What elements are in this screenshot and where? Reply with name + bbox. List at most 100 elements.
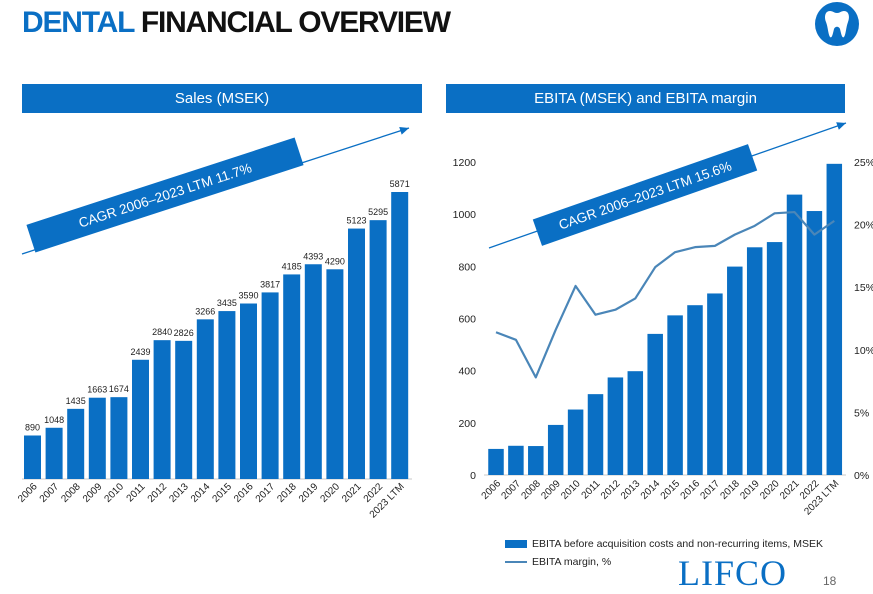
ebita-y-tick-label: 800: [458, 261, 476, 273]
sales-x-tick-label: 2015: [211, 481, 235, 505]
legend-line-swatch: [505, 561, 527, 563]
sales-data-label: 1048: [44, 415, 64, 425]
sales-bar: [391, 192, 409, 479]
ebita-x-tick-label: 2009: [539, 478, 563, 502]
sales-data-label: 4185: [282, 261, 302, 271]
sales-bar: [45, 427, 63, 479]
sales-x-tick-label: 2016: [232, 481, 256, 505]
ebita-y-tick-label: 600: [458, 314, 476, 326]
ebita-bar: [607, 377, 624, 475]
ebita-x-tick-label: 2013: [619, 478, 643, 502]
ebita-x-tick-label: 2007: [500, 478, 524, 502]
sales-data-label: 890: [25, 422, 40, 432]
ebita-bar: [627, 371, 644, 475]
ebita-x-tick-label: 2020: [758, 478, 782, 502]
ebita-bar: [567, 409, 584, 475]
sales-bar: [369, 220, 387, 479]
sales-x-tick-label: 2014: [189, 481, 213, 505]
sales-cagr-banner: CAGR 2006–2023 LTM 11.7%: [26, 137, 304, 253]
ebita-bar: [727, 266, 743, 475]
ebita-margin-line: [495, 210, 835, 379]
tooth-icon: [815, 2, 859, 46]
sales-data-label: 2439: [130, 347, 150, 357]
ebita-bar: [667, 315, 683, 475]
sales-data-label: 1674: [109, 384, 129, 394]
title-financial-overview: FINANCIAL OVERVIEW: [140, 6, 451, 39]
sales-data-label: 1663: [87, 385, 107, 395]
sales-data-label: 2840: [152, 327, 172, 337]
sales-x-tick-label: 2009: [81, 481, 105, 505]
ebita-bar: [528, 446, 544, 475]
ebita-cagr-banner-text: CAGR 2006–2023 LTM 15.6%: [557, 158, 734, 232]
ebita-x-tick-label: 2021: [778, 478, 802, 502]
ebita-bar: [547, 424, 564, 475]
sales-bar: [153, 340, 171, 479]
ebita-y-tick-label: 0: [470, 470, 476, 482]
legend-bar-label: EBITA before acquisition costs and non-r…: [532, 538, 824, 550]
ebita-x-tick-label: 2008: [519, 478, 543, 502]
ebita-y-tick-label: 200: [458, 418, 476, 430]
sales-data-label: 4290: [325, 256, 345, 266]
lifco-logo: LIFCO: [678, 553, 788, 593]
sales-cagr-banner-box: [26, 137, 304, 253]
sales-x-tick-label: 2017: [254, 481, 278, 505]
sales-bar: [196, 319, 214, 479]
ebita-bar: [806, 211, 823, 475]
ebita-bar: [647, 333, 663, 475]
sales-data-label: 2826: [174, 328, 194, 338]
sales-data-label: 3590: [238, 291, 258, 301]
ebita-bar: [707, 293, 723, 475]
ebita-bar: [826, 163, 843, 475]
ebita-x-tick-label: 2015: [659, 478, 683, 502]
ebita-x-tick-label: 2010: [559, 478, 583, 502]
sales-chart-header: Sales (MSEK): [22, 84, 422, 113]
legend-ebita-margin: EBITA margin, %: [505, 556, 611, 568]
sales-bar: [218, 311, 236, 479]
ebita-x-tick-label: 2019: [738, 478, 762, 502]
sales-x-tick-label: 2018: [275, 481, 299, 505]
ebita-x-tick-label: 2011: [580, 478, 603, 501]
ebita-y2-tick-label: 5%: [854, 407, 869, 419]
sales-data-label: 4393: [303, 251, 323, 261]
sales-x-tick-label: 2019: [297, 481, 321, 505]
ebita-y2-tick-label: 15%: [854, 282, 873, 294]
sales-bar: [326, 269, 344, 479]
sales-data-label: 3435: [217, 298, 237, 308]
ebita-bar: [488, 448, 504, 475]
ebita-y-tick-label: 1000: [453, 209, 477, 221]
ebita-y2-tick-label: 25%: [854, 157, 873, 169]
page-number: 18: [823, 574, 837, 588]
sales-bar: [132, 359, 149, 479]
ebita-bar: [746, 247, 763, 475]
sales-x-tick-label: 2010: [103, 481, 127, 505]
sales-data-label: 5295: [368, 207, 388, 217]
ebita-bar: [766, 242, 783, 475]
ebita-y-tick-label: 1200: [453, 157, 477, 169]
ebita-y2-tick-label: 10%: [854, 345, 873, 357]
ebita-cagr-banner: CAGR 2006–2023 LTM 15.6%: [532, 144, 758, 246]
ebita-bar: [508, 445, 524, 475]
ebita-y2-tick-label: 0%: [854, 470, 869, 482]
page-title: DENTAL FINANCIAL OVERVIEW: [22, 6, 451, 40]
sales-data-label: 5871: [390, 179, 410, 189]
sales-chart: CAGR 2006–2023 LTM 11.7% 890 2006 1048 2007 1…: [16, 126, 412, 520]
sales-bar: [240, 303, 257, 479]
sales-x-tick-label: 2008: [59, 481, 83, 505]
sales-x-tick-label: 2012: [146, 481, 170, 505]
sales-bar: [261, 292, 279, 479]
sales-data-label: 1435: [66, 396, 86, 406]
ebita-cagr-arrow-head: [836, 122, 846, 130]
ebita-x-tick-label: 2012: [599, 478, 623, 502]
ebita-bar: [786, 194, 803, 475]
sales-x-tick-label: 2021: [340, 481, 364, 505]
sales-bar: [88, 397, 106, 479]
sales-data-label: 5123: [346, 216, 366, 226]
sales-data-label: 3266: [195, 306, 215, 316]
ebita-chart: CAGR 2006–2023 LTM 15.6% 0 200 400 600 800 100…: [453, 122, 873, 517]
ebita-y2-tick-label: 20%: [854, 220, 873, 232]
ebita-bar: [587, 394, 604, 475]
legend-bar-swatch: [505, 540, 527, 548]
ebita-chart-header: EBITA (MSEK) and EBITA margin: [446, 84, 845, 113]
sales-data-label: 3817: [260, 279, 280, 289]
sales-bar: [304, 264, 322, 479]
